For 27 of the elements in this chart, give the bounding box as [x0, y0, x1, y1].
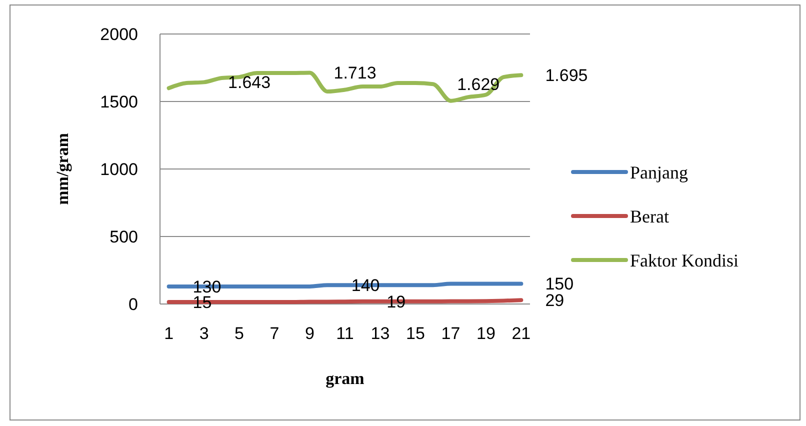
data-label: 1.713	[334, 64, 376, 83]
x-tick-label: 17	[441, 324, 460, 343]
y-tick-label: 1500	[100, 92, 138, 112]
x-tick-label: 21	[512, 324, 531, 343]
data-label: 130	[192, 277, 222, 296]
x-tick-label: 15	[406, 324, 425, 343]
y-axis-title: mm/gram	[53, 133, 72, 205]
data-label: 1.643	[228, 73, 271, 92]
x-tick-label: 11	[336, 324, 354, 343]
data-label: 1.695	[545, 66, 588, 86]
x-tick-label: 13	[370, 324, 390, 343]
data-label: 29	[545, 291, 564, 310]
legend-label: Panjang	[630, 162, 688, 182]
y-tick-label: 2000	[100, 24, 138, 44]
x-tick-label: 9	[305, 324, 314, 343]
x-tick-label: 19	[476, 324, 496, 343]
x-tick-label: 1	[164, 324, 174, 343]
x-tick-label: 7	[270, 324, 280, 343]
legend-label: Faktor Kondisi	[630, 250, 739, 270]
x-tick-label: 5	[234, 324, 244, 343]
y-tick-label: 500	[110, 227, 138, 246]
y-tick-label: 0	[128, 294, 138, 314]
y-tick-label: 1000	[100, 160, 138, 179]
x-tick-label: 3	[199, 324, 209, 343]
legend-label: Berat	[630, 206, 669, 226]
data-label: 150	[545, 274, 574, 294]
x-axis-title: gram	[326, 369, 364, 388]
